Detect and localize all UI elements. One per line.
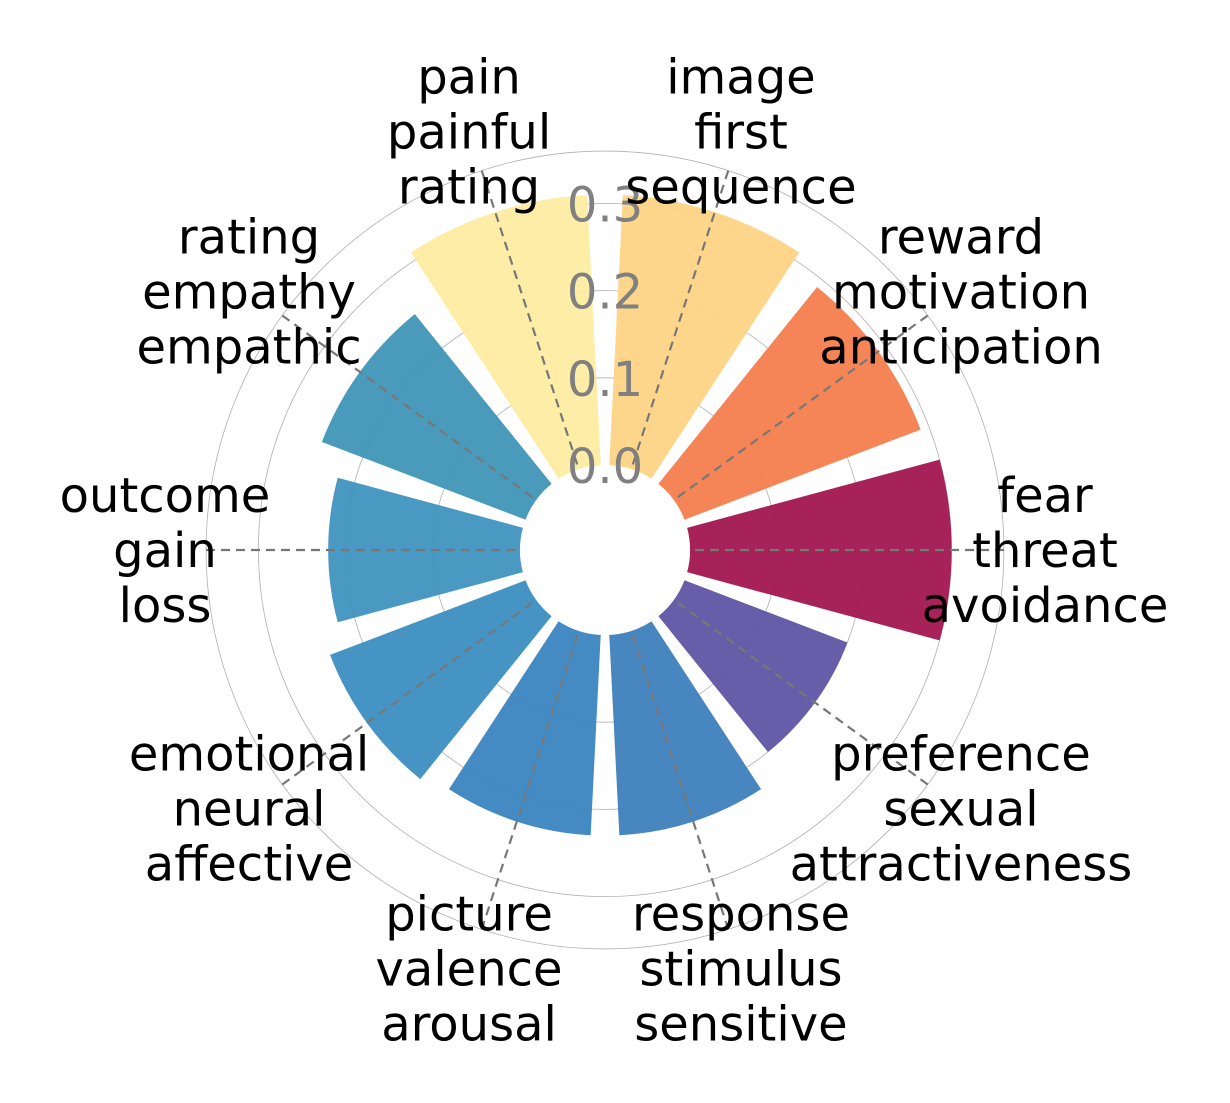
- category-label-line: loss: [119, 578, 212, 634]
- category-label: rating empathy empathic: [136, 209, 361, 375]
- bar-pain: [410, 195, 601, 479]
- category-label-line: arousal: [381, 996, 557, 1052]
- category-label-line: rating: [178, 209, 320, 265]
- bar-response: [609, 621, 762, 836]
- category-label-line: sexual: [883, 782, 1038, 838]
- category-label-line: image: [666, 50, 816, 106]
- category-label-line: preference: [831, 727, 1091, 783]
- category-label-line: reward: [878, 209, 1044, 265]
- radial-tick-label: 0.3: [567, 177, 643, 233]
- category-label-line: outcome: [60, 468, 271, 524]
- category-label-line: painful: [387, 105, 551, 161]
- outer-circle: [205, 150, 1005, 950]
- category-label-line: emotional: [129, 727, 369, 783]
- category-label-line: rating: [398, 160, 540, 216]
- category-label-line: threat: [972, 523, 1118, 579]
- bar-image: [609, 195, 800, 479]
- category-label-line: attractiveness: [790, 837, 1133, 893]
- radial-tick-label: 0.0: [567, 439, 643, 495]
- category-labels: fear threat avoidance reward motivation antic…: [60, 50, 1169, 1053]
- category-label-line: sequence: [625, 160, 856, 216]
- category-label: outcome gain loss: [60, 468, 271, 634]
- category-label: reward motivation anticipation: [819, 209, 1103, 375]
- category-label-line: affective: [145, 837, 354, 893]
- category-label-line: neural: [173, 782, 326, 838]
- category-label-line: stimulus: [639, 941, 842, 997]
- category-label-line: empathy: [142, 264, 356, 320]
- radial-tick-label: 0.2: [567, 265, 643, 321]
- category-label-line: motivation: [832, 264, 1090, 320]
- category-label-line: picture: [385, 886, 553, 942]
- category-label: fear threat avoidance: [922, 468, 1169, 634]
- category-label: preference sexual attractiveness: [790, 727, 1133, 893]
- category-label: picture valence arousal: [376, 886, 563, 1052]
- radial-tick-labels: 0.0 0.1 0.2 0.3: [567, 177, 643, 495]
- category-label-line: fear: [997, 468, 1093, 524]
- inner-hole: [520, 465, 690, 635]
- category-label-line: anticipation: [819, 319, 1103, 375]
- category-label: response stimulus sensitive: [632, 886, 850, 1052]
- category-label-line: gain: [113, 523, 217, 579]
- category-label-line: avoidance: [922, 578, 1169, 634]
- category-label: emotional neural affective: [129, 727, 369, 893]
- bar-picture: [448, 621, 601, 836]
- category-label: image first sequence: [625, 50, 856, 216]
- category-label-line: sensitive: [634, 996, 847, 1052]
- category-label-line: empathic: [136, 319, 361, 375]
- category-label: pain painful rating: [387, 50, 551, 216]
- category-label-line: response: [632, 886, 850, 942]
- category-label-line: first: [694, 105, 788, 161]
- category-label-line: pain: [417, 50, 521, 106]
- radial-tick-label: 0.1: [567, 352, 643, 408]
- category-label-line: valence: [376, 941, 563, 997]
- bar-reward: [658, 286, 921, 520]
- bar-outcome: [328, 477, 523, 623]
